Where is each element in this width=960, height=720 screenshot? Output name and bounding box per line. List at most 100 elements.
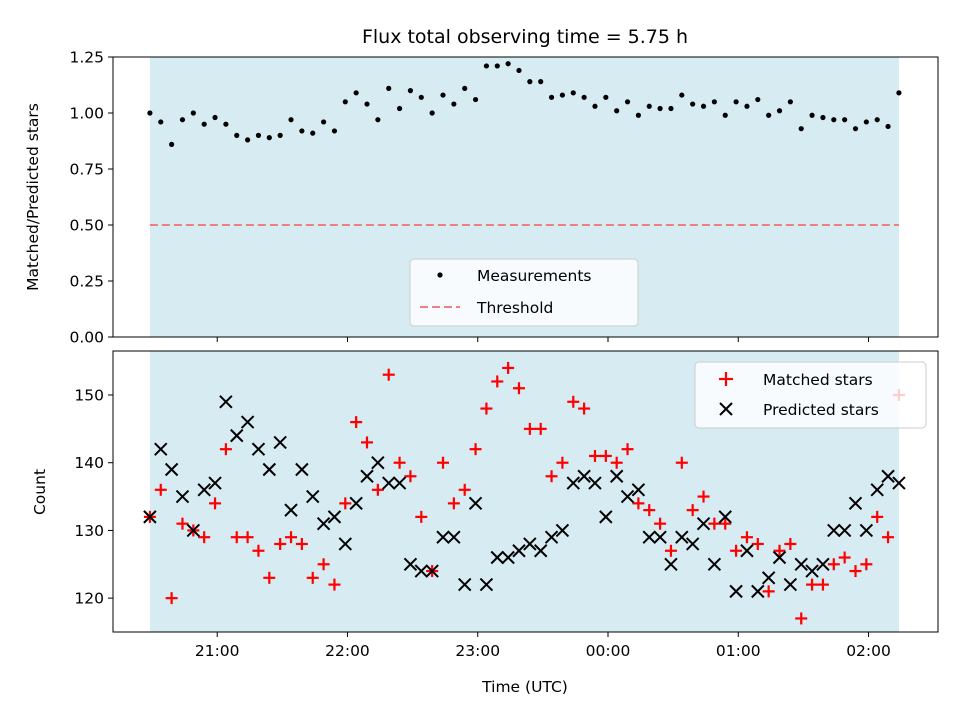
measurement-point bbox=[375, 117, 381, 123]
bottom-legend: Matched stars Predicted stars bbox=[694, 361, 927, 429]
measurement-point bbox=[766, 112, 772, 118]
predicted-star-point bbox=[316, 516, 331, 531]
measurement-point bbox=[342, 99, 348, 105]
predicted-star-point bbox=[273, 435, 287, 450]
measurement-point bbox=[744, 103, 750, 109]
measurement-point bbox=[700, 103, 707, 109]
predicted-star-point bbox=[349, 496, 363, 511]
predicted-star-point bbox=[653, 530, 667, 544]
measurement-point bbox=[212, 114, 218, 121]
predicted-stars-points bbox=[143, 395, 906, 599]
measurement-point bbox=[722, 112, 728, 118]
matched-star-point bbox=[751, 537, 764, 550]
matched-star-point bbox=[795, 612, 808, 625]
matched-star-point bbox=[675, 456, 688, 469]
predicted-star-point bbox=[436, 530, 450, 544]
y-tick-label: 0.25 bbox=[69, 273, 104, 291]
predicted-star-point bbox=[197, 483, 211, 497]
legend-measurements-label: Measurements bbox=[477, 267, 592, 285]
measurement-point bbox=[820, 114, 826, 121]
measurement-point bbox=[190, 110, 196, 116]
predicted-star-point bbox=[664, 557, 678, 571]
predicted-star-point bbox=[512, 544, 526, 558]
x-axis-label: Time (UTC) bbox=[481, 678, 568, 696]
top-x-ticks bbox=[216, 337, 870, 342]
predicted-star-point bbox=[696, 516, 711, 531]
predicted-star-point bbox=[360, 469, 374, 483]
measurement-point bbox=[451, 101, 457, 107]
matched-star-point bbox=[740, 531, 753, 544]
matched-star-point bbox=[838, 551, 851, 564]
matched-star-point bbox=[219, 443, 232, 456]
matched-star-point bbox=[816, 578, 829, 591]
matched-star-point bbox=[697, 490, 710, 503]
measurement-point bbox=[679, 92, 685, 98]
measurement-point bbox=[831, 117, 837, 123]
predicted-star-point bbox=[382, 476, 396, 490]
measurement-point bbox=[755, 96, 761, 103]
predicted-star-point bbox=[154, 442, 168, 456]
predicted-star-point bbox=[740, 544, 754, 558]
predicted-star-point bbox=[295, 462, 309, 477]
matched-star-point bbox=[350, 416, 363, 429]
bottom-y-axis: 120 130 140 150 bbox=[74, 387, 113, 608]
matched-star-point bbox=[241, 531, 254, 544]
predicted-star-point bbox=[729, 584, 743, 599]
predicted-star-point bbox=[458, 577, 472, 592]
matched-star-point bbox=[567, 395, 580, 408]
matched-star-point bbox=[556, 456, 569, 469]
predicted-star-point bbox=[794, 557, 808, 571]
measurement-point bbox=[310, 130, 316, 136]
measurement-point bbox=[386, 85, 392, 91]
predicted-star-point bbox=[175, 489, 190, 504]
matched-star-point bbox=[252, 544, 265, 557]
bottom-x-axis: 21:00 22:00 23:00 00:00 01:00 02:00 bbox=[195, 632, 891, 660]
measurement-point bbox=[472, 96, 479, 103]
matched-star-point bbox=[632, 497, 645, 510]
predicted-star-point bbox=[164, 462, 179, 477]
predicted-star-point bbox=[219, 395, 233, 409]
top-y-axis: 0.00 0.25 0.50 0.75 1.00 1.25 bbox=[69, 49, 113, 347]
measurement-point bbox=[396, 105, 403, 112]
matched-star-point bbox=[176, 517, 189, 530]
measurement-point bbox=[494, 63, 500, 69]
measurement-points bbox=[147, 61, 902, 147]
measurement-point bbox=[538, 79, 544, 85]
top-y-axis-label: Matched/Predicted stars bbox=[24, 103, 42, 291]
x-tick-label: 21:00 bbox=[195, 642, 240, 660]
predicted-star-point bbox=[588, 476, 602, 490]
matched-star-point bbox=[469, 443, 482, 456]
measurement-point bbox=[798, 126, 804, 132]
measurement-point bbox=[429, 110, 435, 116]
predicted-star-point bbox=[848, 496, 863, 511]
predicted-star-point bbox=[827, 523, 841, 538]
matched-star-point bbox=[588, 449, 601, 462]
predicted-star-point bbox=[533, 544, 548, 558]
predicted-star-point bbox=[240, 415, 255, 429]
matched-star-point bbox=[415, 510, 428, 523]
x-tick-label: 01:00 bbox=[716, 642, 761, 660]
measurement-point bbox=[711, 99, 717, 105]
predicted-star-point bbox=[327, 510, 342, 524]
legend-threshold-label: Threshold bbox=[476, 299, 553, 317]
predicted-star-point bbox=[870, 483, 884, 497]
predicted-star-point bbox=[881, 469, 895, 483]
predicted-star-point bbox=[642, 530, 656, 544]
measurement-point bbox=[299, 128, 305, 134]
matched-star-point bbox=[806, 578, 819, 591]
y-tick-label: 0.50 bbox=[69, 217, 104, 235]
measurement-point bbox=[147, 110, 153, 116]
matched-star-point bbox=[643, 504, 656, 517]
measurement-point bbox=[516, 67, 522, 74]
measurement-point bbox=[787, 99, 793, 105]
matched-star-point bbox=[784, 537, 797, 550]
matched-star-point bbox=[664, 544, 677, 557]
measurement-point bbox=[646, 103, 652, 109]
measurement-point bbox=[440, 92, 446, 98]
measurement-point bbox=[874, 117, 880, 123]
predicted-star-point bbox=[892, 476, 906, 490]
predicted-star-point bbox=[816, 557, 830, 571]
predicted-star-point bbox=[718, 510, 732, 524]
predicted-star-point bbox=[338, 537, 353, 551]
predicted-star-point bbox=[685, 537, 700, 551]
